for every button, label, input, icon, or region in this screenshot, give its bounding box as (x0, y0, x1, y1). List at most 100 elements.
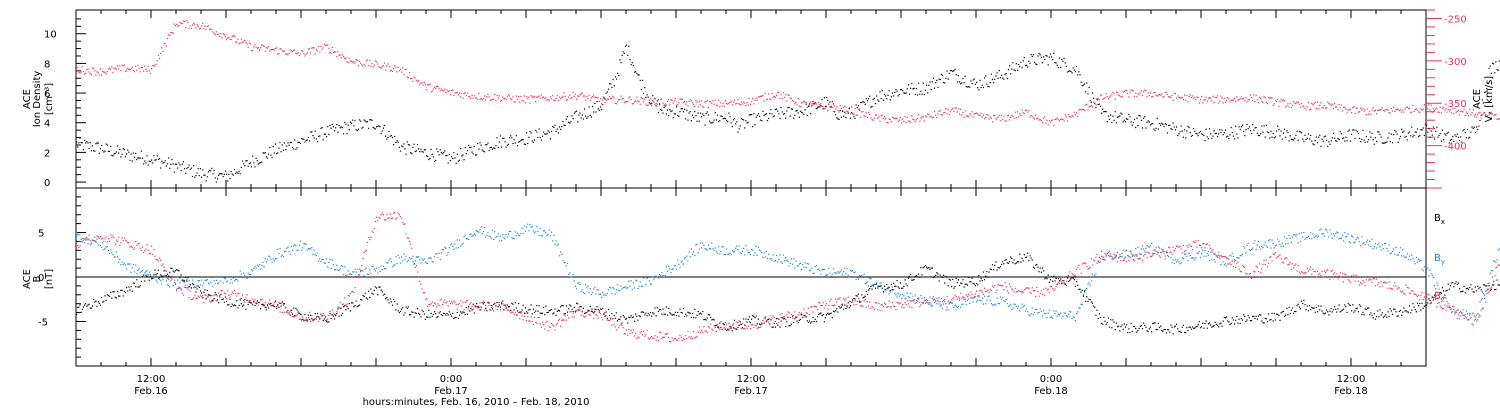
velocity-x-point (580, 93, 582, 95)
ion-density-point (718, 120, 720, 123)
bx-point (1457, 282, 1460, 284)
bx-point (777, 324, 779, 326)
ion-density-point (227, 180, 229, 182)
ion-density-point (87, 142, 89, 144)
ion-density-point (889, 99, 891, 101)
bx-point (469, 310, 471, 312)
bx-point (307, 314, 310, 316)
bx-point (452, 312, 454, 314)
ion-density-point (1464, 131, 1466, 134)
velocity-x-point (593, 94, 595, 96)
velocity-x-point (122, 65, 124, 67)
velocity-x-point (223, 33, 225, 36)
bx-point (968, 276, 970, 279)
velocity-x-point (366, 59, 369, 61)
bx-point (645, 312, 647, 314)
velocity-x-point (1388, 111, 1390, 114)
ion-density-point (1427, 131, 1429, 133)
velocity-x-point (94, 70, 96, 72)
bx-point (376, 287, 378, 289)
ion-density-point (1093, 97, 1095, 99)
bx-point (1060, 278, 1062, 280)
bx-point (1397, 315, 1399, 317)
ion-density-point (612, 78, 614, 81)
velocity-x-point (1002, 119, 1004, 121)
bx-point (279, 302, 281, 304)
ion-density-point (1179, 131, 1181, 133)
velocity-x-point (929, 116, 931, 118)
ion-density-point (605, 92, 607, 94)
velocity-x-point (1037, 117, 1039, 119)
bx-point (146, 275, 148, 278)
bx-point (603, 313, 605, 315)
bx-point (476, 303, 478, 305)
bx-point (1373, 313, 1375, 315)
velocity-x-point (519, 101, 521, 103)
bx-point (694, 308, 696, 310)
bx-point (416, 308, 419, 310)
bx-point (229, 298, 231, 300)
bx-point (235, 304, 237, 307)
velocity-x-point (572, 91, 574, 93)
bx-point (1383, 315, 1386, 317)
ion-density-point (870, 106, 872, 108)
ion-density-point (754, 123, 756, 126)
bx-point (1088, 298, 1090, 300)
bx-point (666, 314, 669, 316)
ion-density-point (651, 102, 653, 104)
ion-density-point (985, 75, 987, 77)
velocity-x-point (1031, 115, 1033, 117)
velocity-x-point (1460, 110, 1462, 112)
velocity-x-point (1006, 115, 1008, 117)
ion-density-point (294, 139, 296, 141)
bx-point (1263, 322, 1265, 324)
ion-density-point (1029, 62, 1031, 64)
ion-density-point (606, 91, 608, 93)
bx-point (779, 326, 781, 328)
bx-point (1238, 318, 1240, 320)
velocity-x-point (1448, 110, 1450, 112)
bx-point (389, 298, 391, 300)
bx-point (1286, 307, 1288, 309)
bx-point (404, 312, 406, 314)
ion-density-point (633, 71, 636, 73)
bx-point (1197, 324, 1199, 326)
ion-density-point (1482, 102, 1485, 104)
velocity-x-point (1432, 108, 1435, 110)
velocity-x-point (1445, 108, 1447, 110)
bx-point (878, 285, 880, 288)
velocity-x-point (806, 106, 808, 109)
velocity-x-point (1497, 118, 1499, 120)
bx-point (649, 311, 652, 314)
bx-point (751, 318, 753, 320)
velocity-x-point (1139, 92, 1141, 94)
velocity-x-point (685, 103, 687, 105)
velocity-x-point (1411, 111, 1413, 113)
velocity-x-point (971, 111, 973, 113)
ion-density-point (169, 167, 171, 169)
ion-density-point (235, 172, 237, 174)
bx-point (1105, 323, 1107, 325)
velocity-x-point (1098, 99, 1100, 101)
ion-density-point (528, 136, 530, 138)
velocity-x-point (487, 93, 489, 96)
velocity-x-point (1365, 113, 1367, 116)
ion-density-point (206, 176, 208, 178)
ion-density-point (1078, 71, 1080, 73)
velocity-x-point (716, 105, 719, 107)
velocity-x-point (1311, 102, 1313, 104)
bx-point (1006, 262, 1008, 264)
bx-point (795, 316, 797, 318)
bx-point (1279, 319, 1281, 321)
ion-density-point (237, 172, 239, 174)
bx-point (348, 302, 350, 305)
ion-density-point (340, 126, 342, 128)
velocity-x-point (220, 33, 222, 35)
ion-density-point (496, 137, 498, 139)
ion-density-point (151, 159, 153, 161)
bx-point (807, 321, 810, 324)
ion-density-point (654, 98, 656, 100)
ion-density-point (1418, 135, 1420, 138)
bx-point (710, 316, 712, 319)
